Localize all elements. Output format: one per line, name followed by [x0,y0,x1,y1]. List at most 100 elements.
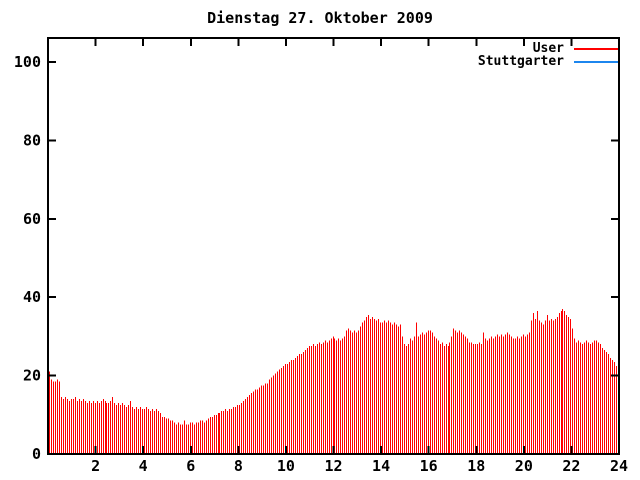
impulse-bar [146,407,147,454]
impulse-bar [190,422,191,454]
impulse-bar [55,381,56,454]
impulse-bar [221,410,222,454]
x-tick-label: 8 [234,457,243,475]
impulse-bar [97,401,98,454]
impulse-bar [438,340,439,454]
impulse-bar [616,365,617,454]
impulse-bar [299,354,300,454]
impulse-bar [71,399,72,454]
impulse-bar [551,318,552,454]
impulse-bar [186,424,187,454]
impulse-bar [120,405,121,454]
impulse-bar [392,324,393,454]
impulse-bar [106,403,107,454]
impulse-bar [503,336,504,454]
impulse-bar [170,420,171,454]
impulse-bar [588,342,589,454]
impulse-bar [424,334,425,454]
impulse-bar [93,401,94,454]
impulse-bar [172,420,173,454]
impulse-bar [602,348,603,454]
impulse-bar [311,346,312,454]
impulse-bar [418,336,419,454]
impulse-bar [243,401,244,454]
impulse-bar [287,363,288,454]
impulse-bar [436,338,437,454]
impulse-bar [537,310,538,454]
impulse-bar [384,320,385,454]
y-tick-label: 100 [14,53,41,71]
impulse-bar [227,410,228,454]
y-tick-label: 60 [23,210,41,228]
impulse-bar [63,399,64,454]
legend-label-stuttgarter: Stuttgarter [477,54,564,69]
impulse-bar [559,312,560,454]
impulse-bar [608,354,609,454]
impulse-bar [327,342,328,454]
impulse-bar [144,408,145,454]
impulse-bar [128,405,129,454]
impulse-bar [491,336,492,454]
impulse-bar [497,334,498,454]
impulse-bar [271,377,272,454]
impulse-bar [604,350,605,454]
impulse-bar [471,342,472,454]
impulse-bar [138,408,139,454]
impulse-bar [206,420,207,454]
impulse-bar [241,403,242,454]
impulse-bar [289,361,290,454]
impulse-bar [386,322,387,454]
x-tick-label: 10 [277,457,295,475]
impulse-bar [382,322,383,454]
impulse-bar [527,334,528,454]
impulse-bar [489,338,490,454]
y-tick-label: 0 [32,445,41,463]
impulse-bar [142,408,143,454]
impulse-bar [346,330,347,454]
impulse-bar [360,326,361,454]
impulse-bar [348,328,349,454]
impulse-bar [507,332,508,454]
impulse-bar [449,342,450,454]
impulse-bar [606,352,607,454]
impulse-bar [370,318,371,454]
impulse-bar [204,422,205,454]
impulse-bar [408,344,409,454]
impulse-bar [511,336,512,454]
impulse-bar [67,399,68,454]
impulse-bar [85,401,86,454]
impulse-bar [229,408,230,454]
impulse-bar [568,316,569,454]
impulse-bar [338,338,339,454]
impulse-bar [334,338,335,454]
impulse-bar [432,332,433,454]
impulse-bar [444,346,445,454]
impulse-bar [116,405,117,454]
x-tick-label: 4 [139,457,148,475]
impulse-bar [253,391,254,454]
impulse-bar [557,316,558,454]
impulse-bar [543,324,544,454]
impulse-bar [442,342,443,454]
impulse-bar [297,356,298,454]
impulse-bar [344,336,345,454]
impulse-bar [174,422,175,454]
impulse-bar [49,371,50,454]
impulse-bar [572,328,573,454]
impulse-bar [267,383,268,454]
impulse-bar [519,338,520,454]
impulse-bar [301,354,302,454]
impulse-bar [533,312,534,454]
x-tick-label: 18 [467,457,485,475]
impulse-bar [259,387,260,454]
impulse-bar [374,318,375,454]
impulse-bar [239,405,240,454]
x-tick-label: 20 [515,457,533,475]
impulse-bar [499,336,500,454]
impulse-bar [152,408,153,454]
impulse-bar [376,320,377,454]
impulse-bar [358,330,359,454]
legend-item-stuttgarter: Stuttgarter [478,55,618,68]
impulse-bar [366,316,367,454]
impulse-bar [430,330,431,454]
